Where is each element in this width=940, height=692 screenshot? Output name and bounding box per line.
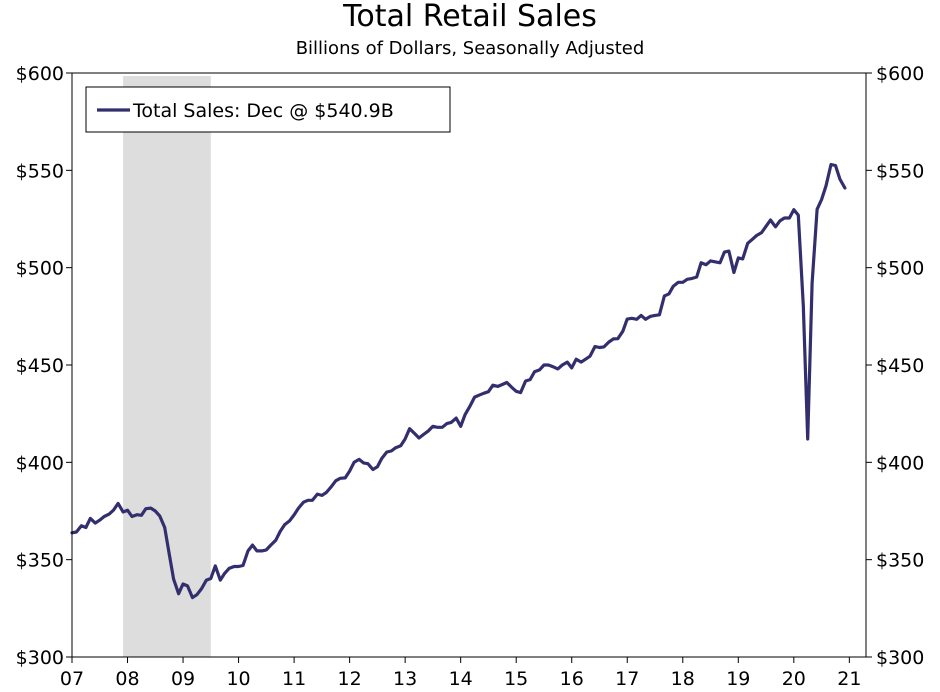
x-tick-label: 10 [226,668,250,690]
x-tick-label: 09 [171,668,195,690]
y-tick-label-right: $500 [876,258,924,280]
x-tick-label: 15 [504,668,528,690]
y-tick-label-right: $450 [876,355,924,377]
y-tick-label-left: $300 [16,647,64,669]
x-tick-label: 11 [282,668,306,690]
legend: Total Sales: Dec @ $540.9B [85,86,451,133]
y-tick-label-left: $600 [16,63,64,85]
y-tick-label-left: $500 [16,258,64,280]
y-tick-label-right: $600 [876,63,924,85]
chart-title: Total Retail Sales [342,0,597,34]
legend-label: Total Sales: Dec @ $540.9B [132,100,394,122]
x-tick-label: 19 [726,668,750,690]
y-tick-label-left: $550 [16,160,64,182]
y-tick-label-left: $350 [16,550,64,572]
x-tick-label: 18 [671,668,695,690]
x-tick-label: 13 [393,668,417,690]
y-tick-label-right: $550 [876,160,924,182]
x-tick-label: 08 [115,668,139,690]
y-axis-left: $300 $350 $400 $450 $500 $550 $600 [16,63,72,669]
x-tick-label: 07 [60,668,84,690]
total-sales-line [70,162,847,600]
legend-box [85,86,451,133]
y-tick-label-right: $400 [876,452,924,474]
chart-subtitle: Billions of Dollars, Seasonally Adjusted [296,38,645,59]
x-tick-label: 12 [338,668,362,690]
x-tick-label: 21 [837,668,861,690]
recession-shading [123,76,211,657]
x-tick-label: 16 [560,668,584,690]
y-tick-label-left: $450 [16,355,64,377]
x-tick-label: 14 [449,668,473,690]
y-tick-label-right: $350 [876,550,924,572]
x-tick-label: 17 [615,668,639,690]
x-tick-label: 20 [782,668,806,690]
y-axis-right: $300 $350 $400 $450 $500 $550 $600 [866,63,924,669]
y-tick-label-right: $300 [876,647,924,669]
x-axis: 07 08 09 10 11 12 13 14 15 16 17 18 19 20 21 [60,657,861,690]
y-tick-label-left: $400 [16,452,64,474]
plot-frame [71,72,867,658]
